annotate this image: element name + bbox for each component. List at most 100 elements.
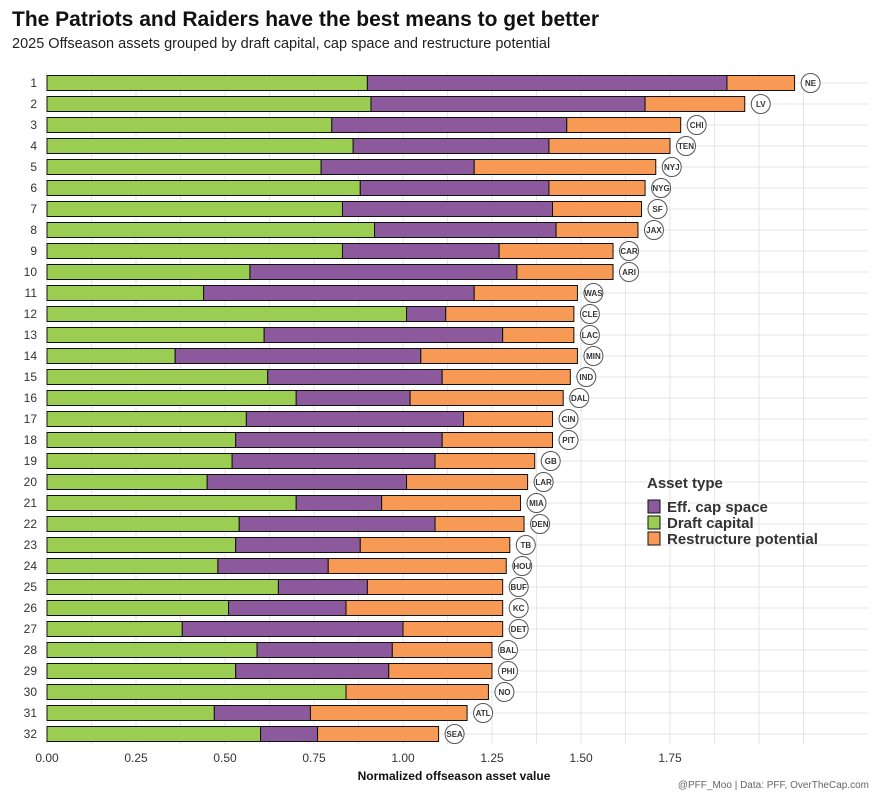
team-logo-label: BAL bbox=[500, 646, 517, 655]
bar-segment-draft bbox=[46, 243, 343, 259]
team-logo-badge bbox=[583, 283, 604, 303]
bar-segment-cap bbox=[206, 474, 408, 490]
team-logo-icon: NO bbox=[494, 682, 515, 702]
team-logo-icon: PHI bbox=[498, 661, 518, 681]
y-tick-label: 31 bbox=[24, 706, 38, 720]
bar-segment-draft bbox=[46, 96, 372, 112]
bar-segment-restructure bbox=[409, 390, 564, 406]
team-logo-badge bbox=[651, 178, 672, 198]
team-logo-badge bbox=[643, 220, 664, 240]
bar-segment-cap bbox=[174, 348, 422, 364]
y-tick-label: 13 bbox=[24, 328, 38, 342]
bar-segment-restructure bbox=[345, 600, 504, 616]
bar-segment-restructure bbox=[359, 537, 511, 553]
legend-label: Eff. cap space bbox=[667, 499, 768, 516]
team-logo-badge bbox=[579, 325, 600, 345]
bar-segment-draft bbox=[46, 117, 333, 133]
bar-segment-cap bbox=[238, 516, 436, 532]
x-tick-label: 1.50 bbox=[569, 751, 593, 765]
team-logo-icon: NYG bbox=[651, 178, 672, 198]
team-logo-label: CAR bbox=[620, 247, 638, 256]
y-tick-label: 24 bbox=[24, 559, 38, 573]
legend-swatch bbox=[647, 515, 661, 530]
bar-segment-draft bbox=[46, 222, 376, 238]
y-tick-label: 30 bbox=[24, 685, 38, 699]
team-logo-badge bbox=[558, 409, 579, 429]
bar-segment-restructure bbox=[445, 306, 575, 322]
bar-segment-cap bbox=[256, 642, 393, 658]
bar-segment-restructure bbox=[441, 369, 571, 385]
bar-segment-draft bbox=[46, 516, 240, 532]
bar-segment-draft bbox=[46, 138, 354, 154]
y-tick-label: 11 bbox=[25, 286, 38, 300]
bar-segment-restructure bbox=[441, 432, 554, 448]
bar-segment-cap bbox=[359, 180, 550, 196]
y-tick-label: 5 bbox=[30, 160, 37, 174]
y-tick-label: 12 bbox=[24, 307, 38, 321]
bar-segment-cap bbox=[370, 96, 646, 112]
bar-segment-restructure bbox=[366, 579, 504, 595]
legend-swatch bbox=[647, 499, 661, 514]
team-logo-icon: BUF bbox=[508, 577, 529, 597]
team-logo-icon: ATL bbox=[473, 703, 494, 723]
y-tick-label: 27 bbox=[24, 622, 38, 636]
bar-segment-cap bbox=[267, 369, 443, 385]
bar-segment-cap bbox=[249, 264, 518, 280]
bar-segment-draft bbox=[46, 264, 251, 280]
y-tick-label: 32 bbox=[24, 727, 38, 741]
team-logo-badge bbox=[686, 115, 707, 135]
team-logo-label: DET bbox=[511, 625, 527, 634]
bar-segment-cap bbox=[320, 159, 475, 175]
legend-swatch bbox=[647, 531, 661, 546]
bar-segment-cap bbox=[295, 495, 383, 511]
bar-segment-restructure bbox=[473, 159, 657, 175]
bars bbox=[46, 75, 796, 742]
bar-segment-draft bbox=[46, 684, 347, 700]
bar-segment-restructure bbox=[391, 642, 493, 658]
bar-segment-draft bbox=[46, 558, 219, 574]
x-tick-label: 0.25 bbox=[124, 751, 148, 765]
team-logo-badge bbox=[498, 661, 518, 681]
y-tick-label: 21 bbox=[24, 496, 38, 510]
bar-segment-cap bbox=[277, 579, 368, 595]
team-logo-label: GB bbox=[545, 457, 557, 466]
bar-segment-draft bbox=[46, 390, 297, 406]
bar-segment-restructure bbox=[402, 621, 504, 637]
y-tick-label: 4 bbox=[30, 139, 37, 153]
x-tick-label: 1.00 bbox=[391, 751, 415, 765]
bar-segment-draft bbox=[46, 705, 215, 721]
team-logo-icon: DAL bbox=[569, 388, 590, 408]
bar-segment-restructure bbox=[327, 558, 507, 574]
bar-segment-cap bbox=[366, 75, 728, 91]
team-logo-label: CIN bbox=[562, 415, 576, 424]
bar-segment-restructure bbox=[566, 117, 682, 133]
chart-subtitle: 2025 Offseason assets grouped by draft c… bbox=[12, 36, 551, 52]
bar-segment-draft bbox=[46, 327, 265, 343]
team-logo-label: PHI bbox=[501, 667, 514, 676]
bar-segment-restructure bbox=[548, 180, 646, 196]
bar-segment-draft bbox=[46, 600, 230, 616]
team-logo-badge bbox=[569, 388, 590, 408]
y-tick-label: 6 bbox=[30, 181, 37, 195]
team-logo-label: NE bbox=[805, 79, 817, 88]
bar-segment-draft bbox=[46, 432, 237, 448]
x-tick-label: 0.00 bbox=[35, 751, 59, 765]
team-logo-icon: SEA bbox=[444, 724, 465, 744]
legend-title: Asset type bbox=[647, 475, 723, 492]
team-logo-label: LV bbox=[756, 100, 766, 109]
bar-segment-restructure bbox=[502, 327, 575, 343]
y-tick-label: 1 bbox=[30, 76, 37, 90]
x-tick-label: 1.75 bbox=[658, 751, 682, 765]
team-logo-icon: CLE bbox=[579, 304, 600, 324]
team-logo-label: PIT bbox=[562, 436, 575, 445]
bar-segment-cap bbox=[352, 138, 550, 154]
bar-segment-cap bbox=[263, 327, 504, 343]
bar-segment-cap bbox=[374, 222, 557, 238]
y-tick-label: 10 bbox=[24, 265, 38, 279]
legend-label: Restructure potential bbox=[667, 531, 818, 548]
team-logo-label: TEN bbox=[678, 142, 694, 151]
team-logo-label: ATL bbox=[476, 709, 491, 718]
y-tick-label: 3 bbox=[30, 118, 37, 132]
